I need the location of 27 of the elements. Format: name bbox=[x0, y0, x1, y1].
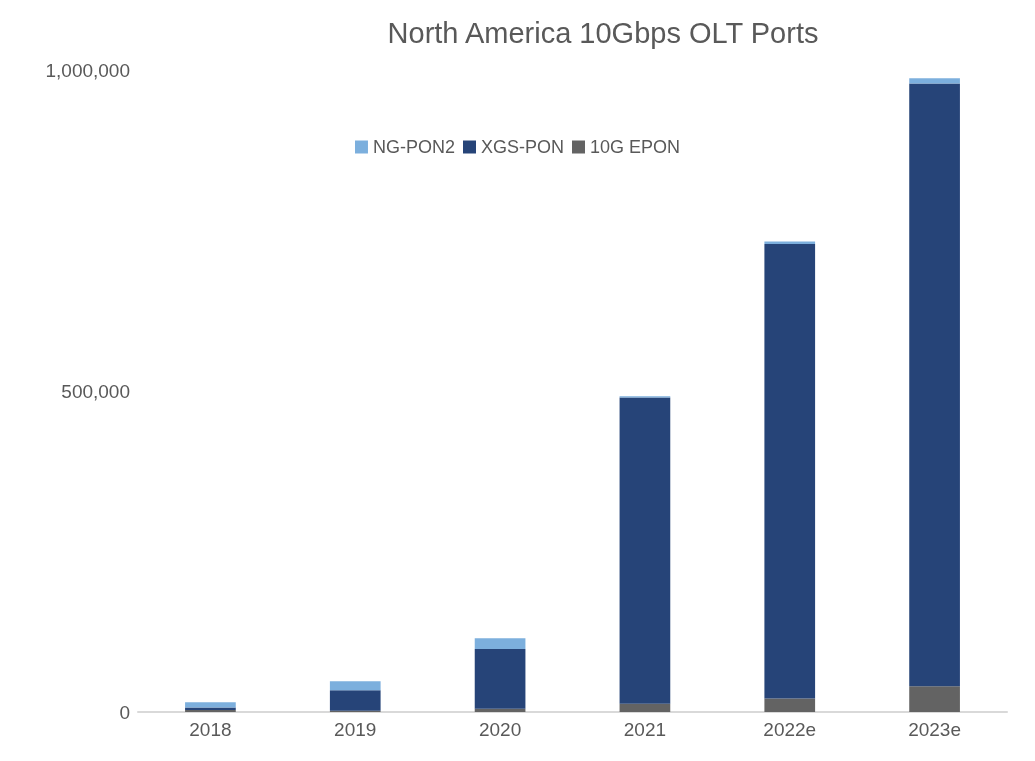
bar bbox=[909, 78, 960, 84]
bar bbox=[909, 83, 960, 687]
bar bbox=[619, 703, 671, 712]
bar bbox=[474, 708, 526, 712]
legend-label: XGS-PON bbox=[480, 137, 564, 157]
chart-title: North America 10Gbps OLT Ports bbox=[387, 16, 819, 49]
bar bbox=[329, 681, 381, 691]
x-tick-label: 2022e bbox=[763, 719, 817, 740]
bar bbox=[619, 397, 671, 704]
legend-label: 10G EPON bbox=[589, 137, 681, 157]
x-tick-label: 2018 bbox=[189, 719, 232, 740]
y-tick-label: 1,000,000 bbox=[45, 59, 130, 81]
bar bbox=[185, 702, 236, 708]
y-tick-label: 500,000 bbox=[61, 380, 130, 402]
bar bbox=[329, 690, 381, 711]
bar bbox=[474, 649, 526, 709]
bar bbox=[764, 698, 816, 712]
x-tick-label: 2020 bbox=[478, 719, 522, 740]
x-tick-label: 2021 bbox=[623, 719, 667, 740]
legend-label: NG-PON2 bbox=[372, 137, 455, 157]
bar bbox=[474, 638, 526, 650]
x-tick-label: 2019 bbox=[334, 719, 377, 740]
y-tick-label: 0 bbox=[119, 701, 130, 723]
x-tick-label: 2023e bbox=[908, 719, 962, 740]
bar bbox=[764, 243, 816, 699]
bar bbox=[764, 241, 816, 244]
bar bbox=[909, 686, 960, 712]
